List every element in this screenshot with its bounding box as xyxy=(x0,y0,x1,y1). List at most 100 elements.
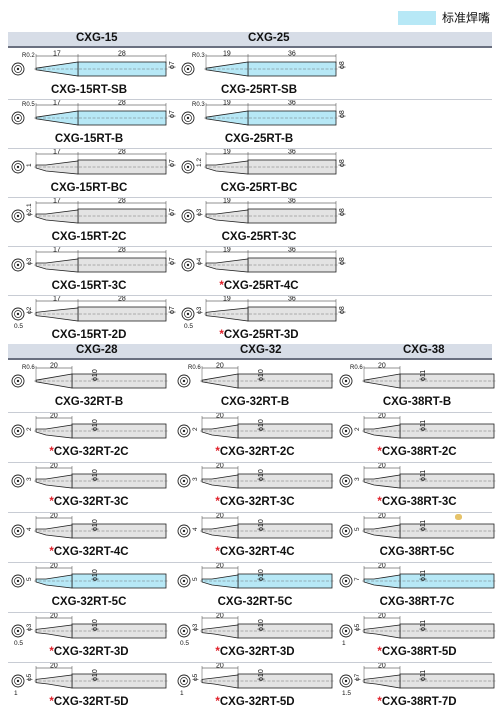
model-code: CXG-32RT-B xyxy=(54,396,124,408)
dim-diameter: ϕ7 xyxy=(169,61,176,69)
dim-tip-size: 2 xyxy=(354,427,361,431)
end-view-dot xyxy=(16,579,20,583)
recommended-star-icon: * xyxy=(215,696,220,708)
dim-tip-size: 5 xyxy=(354,527,361,531)
dim-a: 19 xyxy=(223,149,231,156)
dim-diameter: ϕ11 xyxy=(420,470,427,481)
dim-diameter: ϕ10 xyxy=(258,369,265,381)
dim-a: 20 xyxy=(216,613,224,620)
tip-drawing: 20 ϕ11 5 xyxy=(339,513,496,539)
row-divider xyxy=(8,148,492,149)
dim-a: 20 xyxy=(216,363,224,370)
tip-item: 17 28 ϕ7 R0.2 CXG-15RT-SB xyxy=(8,51,176,100)
dim-diameter: ϕ8 xyxy=(339,208,346,216)
dim-diameter: ϕ8 xyxy=(339,306,346,314)
dim-radius: R0.2 xyxy=(22,53,35,59)
legend: 标准焊嘴 xyxy=(398,9,490,26)
end-view-inner xyxy=(14,310,22,318)
tip-item: 17 28 ϕ7 ϕ2.1 CXG-15RT-2C xyxy=(8,198,176,247)
end-view-inner xyxy=(342,427,350,435)
tip-drawing: 20 ϕ10 R0.6 xyxy=(11,363,168,389)
dim-diameter: ϕ11 xyxy=(420,420,427,431)
recommended-star-icon: * xyxy=(49,496,54,508)
dim-tip-size: 4 xyxy=(192,527,199,531)
dim-b: 36 xyxy=(288,247,296,254)
dim-a: 20 xyxy=(378,363,386,370)
dim-b: 28 xyxy=(118,198,126,205)
tip-drawing: 20 ϕ10 5 xyxy=(11,563,168,589)
model-code: CXG-25RT-4C xyxy=(223,280,299,292)
tip-drawing: 17 28 ϕ7 ϕ2.1 xyxy=(11,198,176,224)
tip-model-label: CXG-38RT-B xyxy=(336,396,498,408)
recommended-star-icon: * xyxy=(215,546,220,558)
dim-a: 20 xyxy=(378,413,386,420)
tip-model-label: CXG-38RT-5C xyxy=(336,546,498,558)
model-code: CXG-32RT-2C xyxy=(53,446,129,458)
end-view-dot xyxy=(16,214,20,218)
end-view-dot xyxy=(182,379,186,383)
tip-profile xyxy=(35,258,79,273)
dim-tip-size: ϕ5 xyxy=(192,673,199,681)
dim-diameter: ϕ10 xyxy=(92,469,99,481)
end-view-dot xyxy=(186,214,190,218)
end-view-dot xyxy=(186,116,190,120)
dim-b: 36 xyxy=(288,296,296,303)
tip-model-label: CXG-25RT-3C xyxy=(178,231,340,243)
dim-tip-size: ϕ3 xyxy=(196,208,203,216)
tip-profile xyxy=(201,524,239,539)
dim-tip-size: ϕ5 xyxy=(354,623,361,631)
dim-tip-size: 1 xyxy=(26,163,33,167)
dim-radius: R0.5 xyxy=(22,102,35,108)
tip-item: 19 36 ϕ8 ϕ3 0.5 *CXG-25RT-3D xyxy=(178,296,346,345)
tip-model-label: CXG-15RT-B xyxy=(8,133,170,145)
dim-diameter: ϕ10 xyxy=(92,669,99,681)
dim-diameter: ϕ7 xyxy=(169,306,176,314)
end-view-dot xyxy=(16,479,20,483)
tip-drawing: 20 ϕ10 3 xyxy=(11,463,168,489)
dim-tip-size: 1.2 xyxy=(196,158,203,167)
tip-model-label: *CXG-38RT-3C xyxy=(336,496,498,508)
dim-thickness: 1 xyxy=(14,690,18,697)
dim-a: 20 xyxy=(378,513,386,520)
end-view-dot xyxy=(182,429,186,433)
recommended-star-icon: * xyxy=(49,446,54,458)
model-code: CXG-32RT-B xyxy=(220,396,290,408)
recommended-star-icon: * xyxy=(215,446,220,458)
row-divider xyxy=(8,512,492,513)
dim-diameter: ϕ10 xyxy=(92,569,99,581)
end-view-inner xyxy=(184,163,192,171)
tip-item: 19 36 ϕ8 R0.3 CXG-25RT-SB xyxy=(178,51,346,100)
tip-profile xyxy=(363,424,401,439)
tip-item: 20 ϕ11 5 CXG-38RT-5C xyxy=(336,513,498,562)
tip-drawing: 17 28 ϕ7 R0.5 xyxy=(11,100,176,126)
tip-item: 20 ϕ10 3 *CXG-32RT-3C xyxy=(8,463,170,512)
model-code: CXG-15RT-2C xyxy=(51,231,127,243)
tip-item: 19 36 ϕ8 ϕ4 *CXG-25RT-4C xyxy=(178,247,346,296)
dim-radius: R0.3 xyxy=(192,102,205,108)
recommended-star-icon: * xyxy=(215,496,220,508)
dim-tip-size: 5 xyxy=(26,577,33,581)
tip-model-label: *CXG-32RT-4C xyxy=(8,546,170,558)
model-code: CXG-15RT-3C xyxy=(51,280,127,292)
dim-radius: R0.3 xyxy=(192,53,205,59)
dim-tip-size: ϕ3 xyxy=(196,306,203,314)
dim-tip-size: ϕ5 xyxy=(26,673,33,681)
tip-drawing: 17 28 ϕ7 R0.2 xyxy=(11,51,176,77)
dim-b: 28 xyxy=(118,296,126,303)
tip-item: 17 28 ϕ7 ϕ2 0.5 CXG-15RT-2D xyxy=(8,296,176,345)
model-code: CXG-15RT-BC xyxy=(50,182,128,194)
model-code: CXG-25RT-3C xyxy=(221,231,297,243)
recommended-star-icon: * xyxy=(377,696,382,708)
tip-drawing: 17 28 ϕ7 1 xyxy=(11,149,176,175)
tip-profile xyxy=(35,209,79,224)
tip-profile xyxy=(35,574,73,589)
tip-model-label: CXG-25RT-SB xyxy=(178,84,340,96)
dim-b: 36 xyxy=(288,51,296,58)
dim-tip-size: ϕ2.1 xyxy=(26,203,33,216)
tip-drawing: 19 36 ϕ8 ϕ3 xyxy=(181,198,346,224)
tip-drawing: 17 28 ϕ7 ϕ3 xyxy=(11,247,176,273)
dim-thickness: 1 xyxy=(180,690,184,697)
dim-a: 17 xyxy=(53,198,61,205)
tip-item: 20 ϕ10 5 CXG-32RT-5C xyxy=(8,563,170,612)
tip-drawing: 20 ϕ11 3 xyxy=(339,463,496,489)
